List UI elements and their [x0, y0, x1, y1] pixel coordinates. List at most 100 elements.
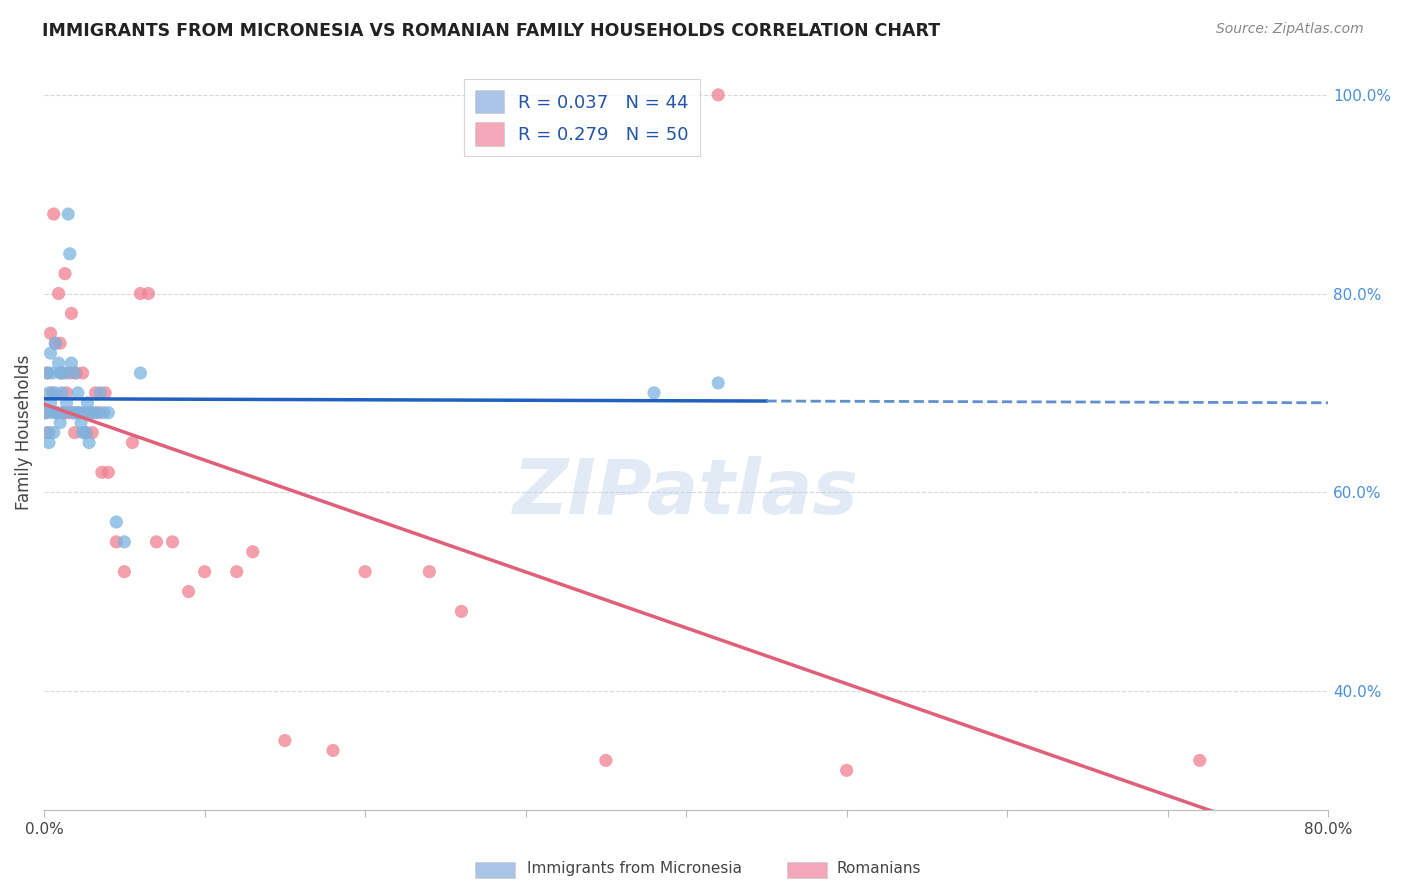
- Point: [38, 385, 60, 400]
- Text: ZIPatlas: ZIPatlas: [513, 456, 859, 530]
- Point: [41, 385, 63, 400]
- Point: [53, 267, 76, 281]
- Point: [41, 366, 63, 380]
- Point: [48, 356, 70, 370]
- Point: [105, 534, 128, 549]
- Point: [63, 425, 86, 440]
- Text: Romanians: Romanians: [837, 862, 921, 876]
- Point: [52, 406, 75, 420]
- Point: [35, 406, 58, 420]
- Point: [39, 326, 62, 341]
- Point: [242, 545, 264, 559]
- Point: [450, 604, 472, 618]
- Point: [44, 385, 66, 400]
- Point: [44, 336, 66, 351]
- Point: [49, 366, 72, 380]
- Point: [707, 87, 730, 102]
- Point: [72, 425, 94, 440]
- Point: [35, 406, 58, 420]
- Point: [56, 207, 79, 221]
- Point: [37, 425, 59, 440]
- Point: [129, 366, 152, 380]
- Point: [63, 366, 86, 380]
- Point: [97, 466, 120, 480]
- Point: [60, 356, 83, 370]
- Point: [37, 366, 59, 380]
- Point: [129, 286, 152, 301]
- Point: [65, 406, 87, 420]
- Point: [77, 435, 100, 450]
- Text: Source: ZipAtlas.com: Source: ZipAtlas.com: [1216, 22, 1364, 37]
- Point: [49, 336, 72, 351]
- Point: [75, 425, 97, 440]
- Point: [70, 416, 93, 430]
- Point: [67, 406, 90, 420]
- Point: [121, 435, 143, 450]
- Point: [42, 207, 65, 221]
- Point: [46, 406, 69, 420]
- Point: [97, 406, 120, 420]
- Point: [75, 425, 97, 440]
- Point: [77, 406, 100, 420]
- Point: [84, 406, 107, 420]
- Point: [835, 764, 858, 778]
- Point: [105, 515, 128, 529]
- Legend: R = 0.037   N = 44, R = 0.279   N = 50: R = 0.037 N = 44, R = 0.279 N = 50: [464, 79, 700, 156]
- Point: [418, 565, 440, 579]
- Point: [84, 385, 107, 400]
- Point: [49, 416, 72, 430]
- Point: [53, 366, 76, 380]
- Point: [145, 534, 167, 549]
- Point: [48, 286, 70, 301]
- Point: [39, 396, 62, 410]
- Point: [89, 385, 111, 400]
- Point: [354, 565, 377, 579]
- Point: [38, 435, 60, 450]
- Point: [322, 743, 344, 757]
- Point: [93, 406, 115, 420]
- Point: [56, 406, 79, 420]
- Point: [643, 385, 665, 400]
- Point: [194, 565, 217, 579]
- Point: [225, 565, 247, 579]
- Point: [55, 396, 77, 410]
- Point: [177, 584, 200, 599]
- Point: [94, 385, 117, 400]
- Text: Immigrants from Micronesia: Immigrants from Micronesia: [527, 862, 742, 876]
- Point: [38, 425, 60, 440]
- Point: [42, 425, 65, 440]
- Point: [44, 336, 66, 351]
- Text: IMMIGRANTS FROM MICRONESIA VS ROMANIAN FAMILY HOUSEHOLDS CORRELATION CHART: IMMIGRANTS FROM MICRONESIA VS ROMANIAN F…: [42, 22, 941, 40]
- Point: [274, 733, 297, 747]
- Point: [707, 376, 730, 390]
- Point: [52, 406, 75, 420]
- Point: [82, 425, 104, 440]
- Point: [55, 385, 77, 400]
- Point: [41, 406, 63, 420]
- Point: [59, 247, 82, 261]
- Point: [90, 466, 112, 480]
- Point: [595, 753, 617, 767]
- Point: [87, 406, 110, 420]
- Point: [60, 306, 83, 320]
- Point: [62, 406, 84, 420]
- Point: [59, 366, 82, 380]
- Point: [67, 406, 90, 420]
- Point: [51, 366, 73, 380]
- Point: [73, 406, 96, 420]
- Point: [37, 366, 59, 380]
- Point: [76, 396, 98, 410]
- Point: [112, 534, 135, 549]
- Point: [62, 406, 84, 420]
- Point: [66, 385, 89, 400]
- Point: [1188, 753, 1211, 767]
- Point: [39, 346, 62, 360]
- Point: [82, 406, 104, 420]
- Point: [72, 366, 94, 380]
- Point: [65, 366, 87, 380]
- Point: [46, 406, 69, 420]
- Point: [162, 534, 184, 549]
- Y-axis label: Family Households: Family Households: [15, 355, 32, 510]
- Point: [138, 286, 160, 301]
- Point: [112, 565, 135, 579]
